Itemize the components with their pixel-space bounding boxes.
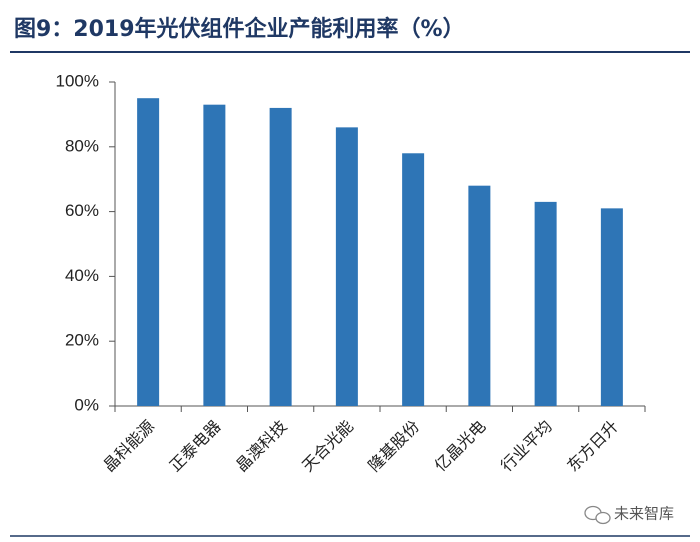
watermark-icon	[584, 505, 611, 525]
bar	[534, 201, 557, 406]
x-tick-label: 行业平均	[497, 417, 556, 476]
x-tick-label: 晶科能源	[99, 417, 158, 476]
y-tick-label: 80%	[65, 136, 99, 155]
y-tick-label: 0%	[74, 395, 99, 414]
x-tick-label: 亿晶光电	[431, 417, 490, 476]
bar	[269, 107, 292, 407]
bar	[203, 104, 226, 407]
y-tick-label: 40%	[65, 266, 99, 285]
x-tick-label: 隆基股份	[364, 417, 423, 476]
x-tick-label: 正泰电器	[166, 417, 225, 476]
chart-title: 图9：2019年光伏组件企业产能利用率（%）	[14, 16, 465, 42]
bar	[468, 185, 491, 406]
x-tick-label: 晶澳科技	[232, 417, 291, 476]
bar	[402, 153, 425, 406]
bar	[137, 98, 160, 406]
x-tick-label: 东方日升	[563, 417, 622, 476]
x-tick-label: 天合光能	[298, 417, 357, 476]
y-tick-label: 20%	[65, 331, 99, 350]
bar	[335, 127, 358, 407]
y-tick-label: 100%	[56, 71, 99, 90]
y-tick-label: 60%	[65, 201, 99, 220]
watermark: 未来智库	[614, 505, 674, 523]
bar	[600, 208, 623, 406]
